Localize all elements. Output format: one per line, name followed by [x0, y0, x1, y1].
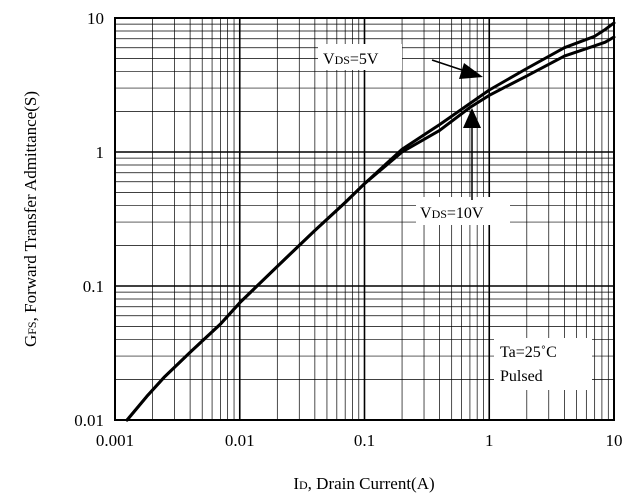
x-tick-label: 0.01 — [225, 431, 255, 450]
vds10-arrowhead — [463, 108, 481, 128]
plot-frame — [114, 17, 615, 421]
y-tick-labels: 0.01 0.1 1 10 — [74, 9, 104, 430]
y-axis-label: GFS, Forward Transfer Admittance(S) — [21, 91, 40, 347]
y-tick-label: 10 — [87, 9, 104, 28]
condition-temp: Ta=25˚C — [500, 344, 557, 361]
vds5-arrow-line — [431, 59, 463, 71]
vds5-arrowhead — [459, 63, 483, 79]
vds5-label-bg — [318, 44, 402, 70]
x-axis-label: ID, Drain Current(A) — [293, 474, 434, 493]
y-tick-label: 0.01 — [74, 411, 104, 430]
major-grid — [115, 18, 614, 420]
vds10-label: VDS=10V — [420, 205, 484, 222]
conditions-bg — [494, 338, 592, 390]
x-tick-labels: 0.001 0.01 0.1 1 10 — [96, 431, 623, 450]
x-tick-label: 10 — [606, 431, 623, 450]
x-tick-label: 1 — [485, 431, 494, 450]
x-tick-label: 0.001 — [96, 431, 134, 450]
condition-pulsed: Pulsed — [500, 368, 543, 385]
vds10-label-bg — [416, 197, 510, 225]
vds5-label: VDS=5V — [323, 51, 379, 68]
series-line-vds-10v — [125, 35, 616, 422]
y-tick-label: 0.1 — [83, 277, 104, 296]
y-tick-label: 1 — [96, 143, 105, 162]
series-layer — [125, 21, 616, 422]
x-tick-label: 0.1 — [354, 431, 375, 450]
